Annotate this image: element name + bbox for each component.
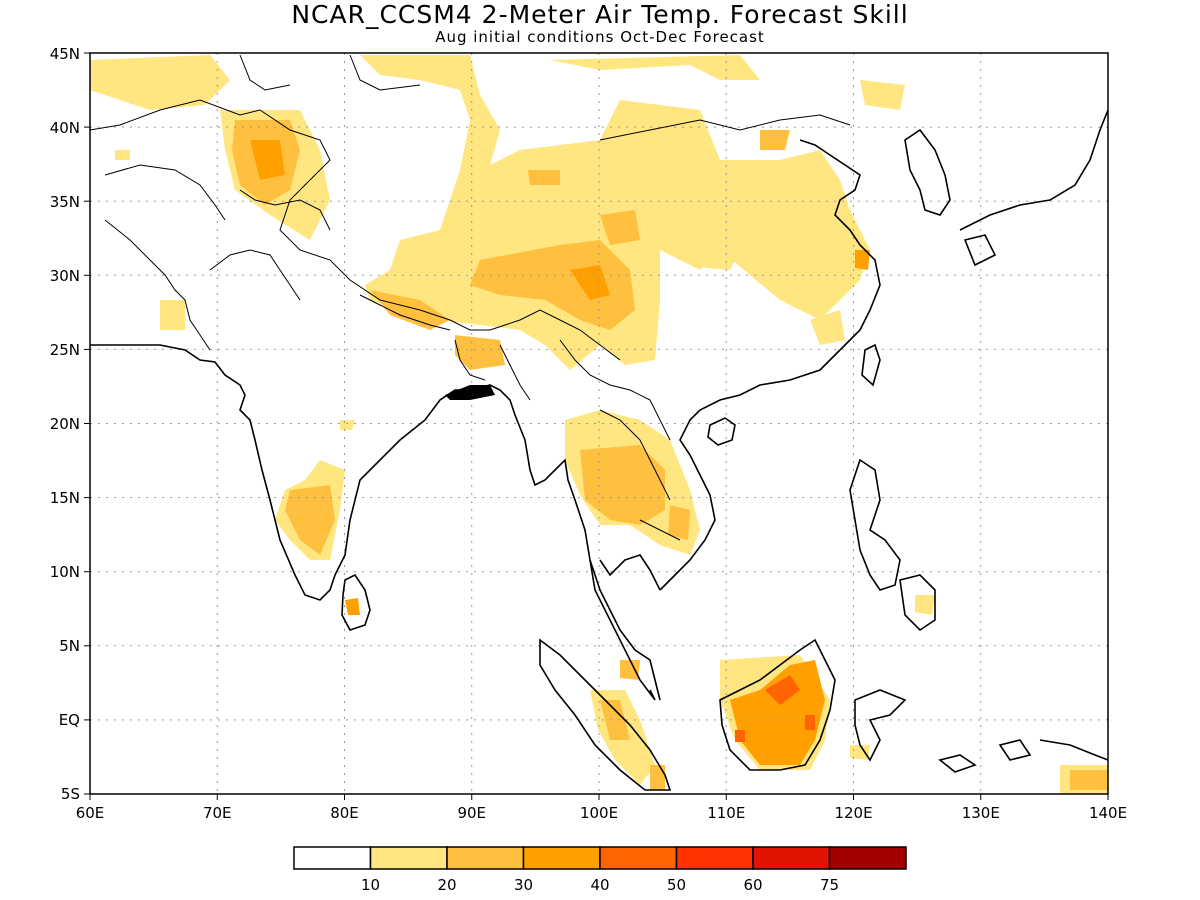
colorbar-label: 75 [820,876,839,894]
delta-coast-shape [445,385,495,400]
lon-label: 70E [203,804,232,822]
gridlines [90,53,1108,794]
colorbar-label: 10 [361,876,380,894]
lat-label: 30N [50,267,80,285]
lat-label: 5S [61,785,80,803]
map-subtitle: Aug initial conditions Oct-Dec Forecast [435,28,765,46]
lon-label: 130E [962,804,1000,822]
colorbar-swatch [752,846,831,870]
colorbar-swatch [828,846,907,870]
lon-label: 90E [457,804,486,822]
lon-label: 100E [580,804,618,822]
longitude-labels: 60E 70E 80E 90E 100E 110E 120E 130E 140E [76,804,1127,822]
lat-label: EQ [59,711,80,729]
colorbar-label: 30 [514,876,533,894]
lon-label: 60E [76,804,105,822]
axis-ticks [84,52,1109,800]
lat-label: 10N [50,563,80,581]
colorbar [293,846,907,870]
colorbar-swatch [369,846,448,870]
coastlines [90,109,1108,791]
colorbar-label: 50 [667,876,686,894]
lat-label: 40N [50,119,80,137]
skill-30-40-areas [250,140,870,765]
lon-label: 120E [834,804,872,822]
colorbar-labels: 10 20 30 40 50 60 75 [361,876,839,894]
lat-label: 5N [59,637,80,655]
map-title: NCAR_CCSM4 2-Meter Air Temp. Forecast Sk… [291,0,909,29]
lon-label: 110E [707,804,745,822]
colorbar-label: 60 [743,876,762,894]
lat-label: 45N [50,45,80,63]
colorbar-swatch [446,846,525,870]
skill-40-50-areas [735,675,815,742]
country-borders [90,54,851,541]
colorbar-swatch [599,846,678,870]
lat-label: 15N [50,489,80,507]
lon-label: 80E [330,804,359,822]
colorbar-label: 40 [590,876,609,894]
colorbar-swatch [522,846,601,870]
lat-label: 25N [50,341,80,359]
latitude-labels: 5S EQ 5N 10N 15N 20N 25N 30N 35N 40N 45N [50,45,80,803]
colorbar-swatch [675,846,754,870]
colorbar-label: 20 [437,876,456,894]
lon-label: 140E [1089,804,1127,822]
lat-label: 20N [50,415,80,433]
lat-label: 35N [50,193,80,211]
colorbar-swatch [293,846,372,870]
